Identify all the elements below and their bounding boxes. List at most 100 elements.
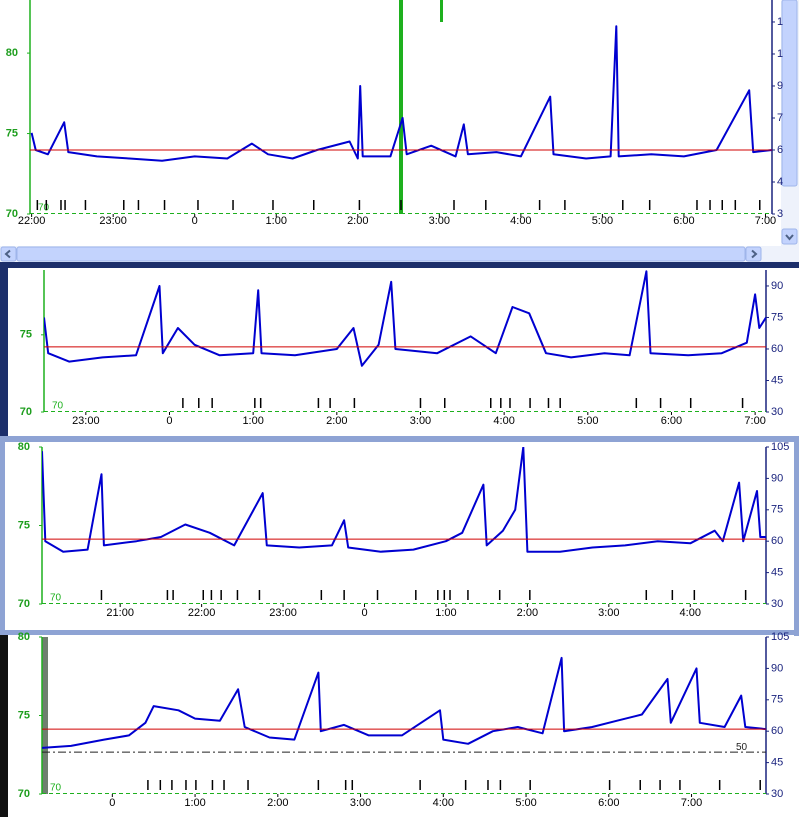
arrow-icon [751,249,758,259]
x-tick-label: 7:00 [681,797,702,809]
x-tick-label: 5:00 [577,415,598,427]
x-tick-label: 0 [192,215,198,227]
x-tick-label: 22:00 [188,607,216,619]
panel-border [0,436,5,636]
panel-border [0,635,8,817]
x-tick-label: 0 [361,607,367,619]
x-tick-label: 4:00 [680,607,701,619]
panel-1 [0,0,781,246]
x-tick-label: 0 [166,415,172,427]
y-tick-label: 45 [771,567,783,579]
y-tick-label: 7 [777,112,783,124]
x-tick-label: 7:00 [755,215,776,227]
y-tick-label: 90 [771,662,783,674]
x-tick-label: 6:00 [598,797,619,809]
y2-tick-label: 75 [20,329,32,341]
y-tick-label: 9 [777,80,783,92]
y-tick-label: 4 [777,176,783,188]
x-tick-label: 0 [109,797,115,809]
y-tick-label: 60 [771,535,783,547]
scroll-right[interactable] [745,246,762,262]
y-tick-label: 3 [777,208,783,220]
y2-tick-label: 70 [18,598,30,610]
x-tick-label: 5:00 [515,797,536,809]
x-tick-label: 1:00 [184,797,205,809]
threshold-label: 50 [736,742,748,753]
x-tick-label: 23:00 [72,415,100,427]
y-tick-label: 1 [777,16,783,28]
y-tick-label: 75 [771,694,783,706]
x-tick-label: 2:00 [347,215,368,227]
x-tick-label: 3:00 [429,215,450,227]
baseline-label: 70 [52,401,64,412]
arrow-icon [4,249,11,259]
y2-tick-label: 70 [18,788,30,800]
x-tick-label: 4:00 [493,415,514,427]
panel-border [0,262,8,440]
x-tick-label: 1:00 [435,607,456,619]
y-tick-label: 45 [771,374,783,386]
panel-border [0,262,799,268]
y-tick-label: 90 [771,472,783,484]
x-tick-label: 1:00 [242,415,263,427]
x-tick-label: 4:00 [433,797,454,809]
y-tick-label: 75 [771,311,783,323]
trace-panel: 30 45 60 75 90 70 75 23:00 0 1:00 2:00 3:00 4:00 5:00… [20,270,783,427]
y-tick-label: 105 [771,441,789,453]
scroll-down[interactable] [781,228,798,245]
x-tick-label: 7:00 [744,415,765,427]
y-tick-label: 60 [771,725,783,737]
baseline-label: 70 [50,593,62,604]
x-tick-label: 3:00 [410,415,431,427]
x-tick-label: 21:00 [106,607,134,619]
heart-rate-trace [44,270,766,367]
panel-border [0,436,799,442]
x-tick-label: 6:00 [661,415,682,427]
y2-tick-label: 75 [6,127,18,139]
x-tick-label: 23:00 [269,607,297,619]
y-tick-label: 45 [771,757,783,769]
scroll-thumb[interactable] [781,0,798,187]
x-tick-label: 1:00 [266,215,287,227]
scroll-left[interactable] [0,246,17,262]
y-tick-label: 30 [771,788,783,800]
trace-panel: 30 45 60 75 90 105 70 75 80 21:00 22:00 23:00 0 1:00 2… [18,441,790,619]
x-tick-label: 3:00 [350,797,371,809]
heart-rate-trace [30,25,772,162]
y-tick-label: 30 [771,598,783,610]
x-tick-label: 3:00 [598,607,619,619]
trace-panel: 30 45 60 75 90 105 70 75 80 0 1:00 2:00 3:00 4:00 5:00… [18,631,790,809]
scroll-thumb[interactable] [16,246,746,262]
x-tick-label: 2:00 [267,797,288,809]
x-tick-label: 5:00 [592,215,613,227]
x-tick-label: 4:00 [510,215,531,227]
y-tick-label: 6 [777,144,783,156]
heart-rate-trace [42,447,766,553]
marker-line [399,0,403,214]
x-tick-label: 23:00 [99,215,127,227]
y2-tick-label: 80 [6,47,18,59]
y-tick-label: 90 [771,280,783,292]
x-tick-label: 22:00 [18,215,46,227]
y-tick-label: 105 [771,631,789,643]
y2-tick-label: 80 [18,631,30,643]
arrow-icon [785,234,794,241]
y-tick-label: 60 [771,343,783,355]
y-tick-label: 75 [771,504,783,516]
cursor-bar [42,637,48,794]
panel-border [0,630,799,635]
y2-tick-label: 75 [18,519,30,531]
y2-tick-label: 70 [6,208,18,220]
y-tick-label: 30 [771,406,783,418]
x-tick-label: 6:00 [673,215,694,227]
panel-border [794,436,799,636]
y2-tick-label: 70 [20,406,32,418]
y-tick-label: 1 [777,48,783,60]
y2-tick-label: 80 [18,441,30,453]
heart-rate-trace [42,656,766,749]
y2-tick-label: 75 [18,709,30,721]
